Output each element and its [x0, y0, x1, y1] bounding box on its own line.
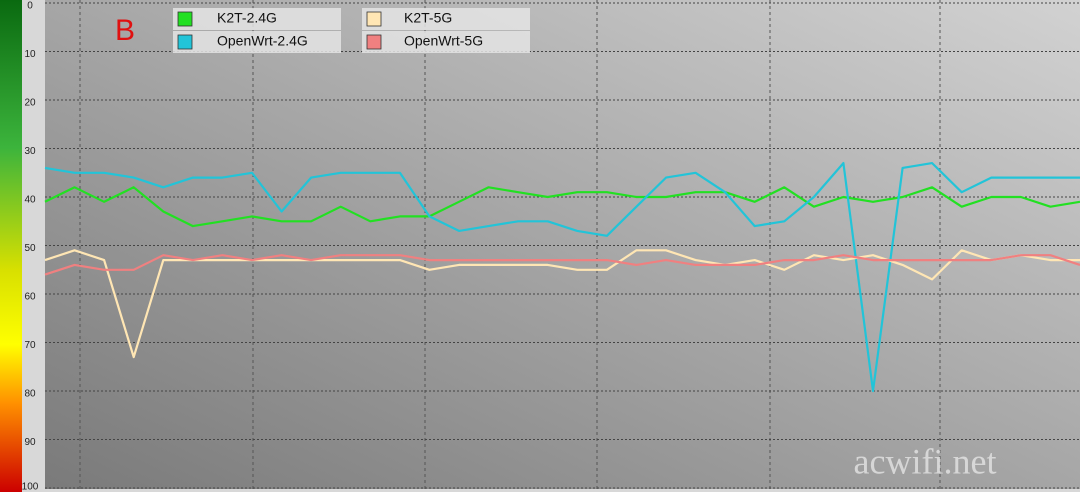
y-tick-label: 100: [22, 482, 39, 492]
legend-swatch: [177, 34, 193, 50]
legend-label: K2T-2.4G: [217, 10, 277, 26]
plot-area: [45, 0, 1080, 489]
annotation: B: [115, 14, 135, 47]
legend-label: OpenWrt-2.4G: [217, 33, 308, 49]
y-tick-label: 20: [24, 98, 36, 109]
y-tick-label: 80: [24, 389, 36, 400]
legend-entry: [362, 31, 530, 53]
y-tick-label: 40: [24, 195, 36, 206]
y-tick-label: 60: [24, 292, 36, 303]
legend-swatch: [366, 11, 382, 27]
y-tick-label: 10: [24, 49, 36, 60]
legend-label: OpenWrt-5G: [404, 33, 483, 49]
legend-entry: [362, 8, 530, 30]
y-tick-label: 90: [24, 437, 36, 448]
y-tick-label: 50: [24, 243, 36, 254]
legend-swatch: [177, 11, 193, 27]
y-tick-label: 70: [24, 340, 36, 351]
y-tick-label: 0: [27, 1, 33, 12]
color-scale: [0, 0, 22, 492]
legend-label: K2T-5G: [404, 10, 452, 26]
legend-entry: [173, 8, 341, 30]
watermark: acwifi.net: [854, 441, 997, 481]
legend-entry: [173, 31, 341, 53]
series-line: [44, 162, 1080, 393]
series-line: [44, 186, 1080, 228]
y-tick-label: 30: [24, 146, 36, 157]
series-line: [44, 249, 1080, 359]
series-line: [44, 254, 1080, 276]
legend-swatch: [366, 34, 382, 50]
